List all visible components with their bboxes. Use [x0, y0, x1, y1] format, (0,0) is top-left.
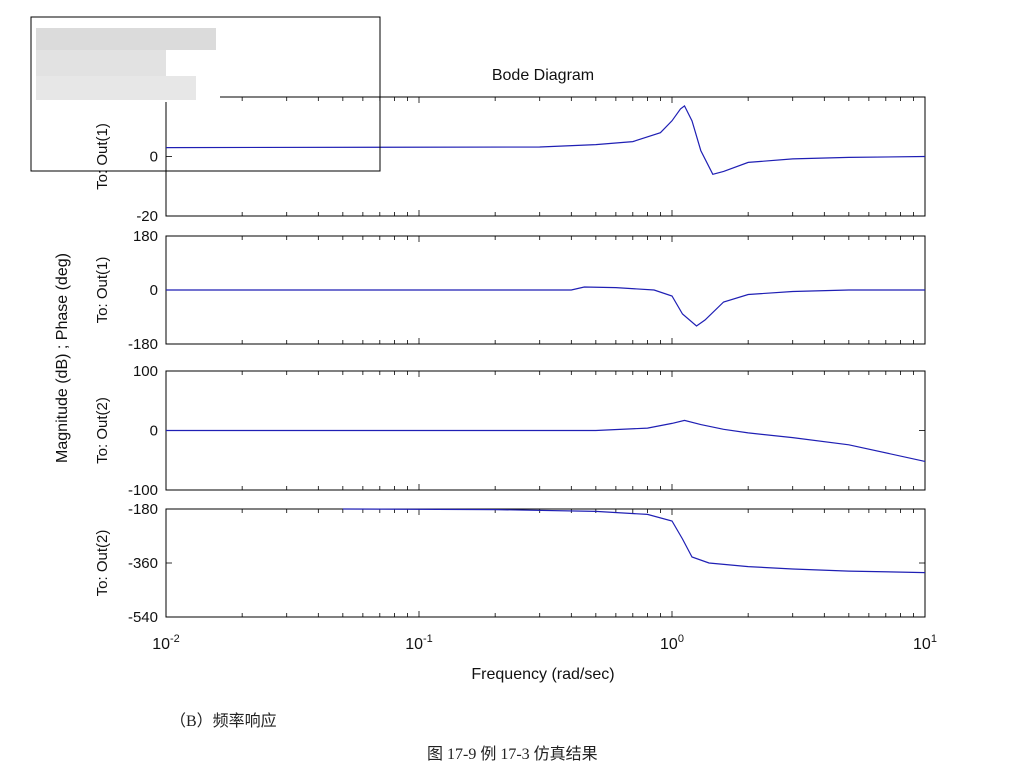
y-axis-label: Magnitude (dB) ; Phase (deg)	[54, 253, 71, 463]
x-tick-label: 101	[913, 633, 937, 653]
row-label: To: Out(1)	[94, 123, 111, 190]
bode-panel-3: 100 0 -100 To: Out(2)	[94, 363, 926, 499]
series-line-magnitude	[165, 104, 926, 176]
y-tick-label: 0	[150, 423, 158, 440]
y-tick-label: -540	[128, 609, 158, 626]
panel-frame	[165, 508, 926, 618]
series-line-magnitude	[166, 419, 926, 462]
chart-title: Bode Diagram	[492, 67, 594, 84]
x-tick-label: 100	[660, 633, 684, 653]
y-tick-label: -180	[128, 501, 158, 518]
series-line-phase	[166, 286, 925, 327]
series-line-phase	[342, 508, 926, 574]
bode-panel-4: -180 -360 -540 To: Out(2)	[94, 501, 926, 626]
x-axis-label: Frequency (rad/sec)	[471, 666, 614, 683]
row-label: To: Out(2)	[94, 530, 111, 597]
row-label: To: Out(2)	[94, 397, 111, 464]
y-tick-label: 180	[133, 228, 158, 245]
y-tick-label: 0	[150, 149, 158, 166]
row-label: To: Out(1)	[94, 257, 111, 324]
y-tick-label: -100	[128, 482, 158, 499]
panel-frame	[165, 96, 926, 217]
figure-caption: 图 17-9 例 17-3 仿真结果	[427, 745, 598, 762]
y-tick-label: 0	[150, 282, 158, 299]
bode-panel-2: 180 0 -180 To: Out(1)	[94, 228, 926, 353]
y-tick-label: -180	[128, 336, 158, 353]
redaction-overlay	[30, 16, 381, 172]
x-tick-label: 10-2	[152, 633, 180, 653]
x-tick-label: 10-1	[405, 633, 433, 653]
figure-subcaption: （B）频率响应	[170, 711, 277, 730]
y-tick-label: 100	[133, 363, 158, 380]
y-tick-label: -360	[128, 555, 158, 572]
y-tick-label: -20	[136, 208, 158, 225]
